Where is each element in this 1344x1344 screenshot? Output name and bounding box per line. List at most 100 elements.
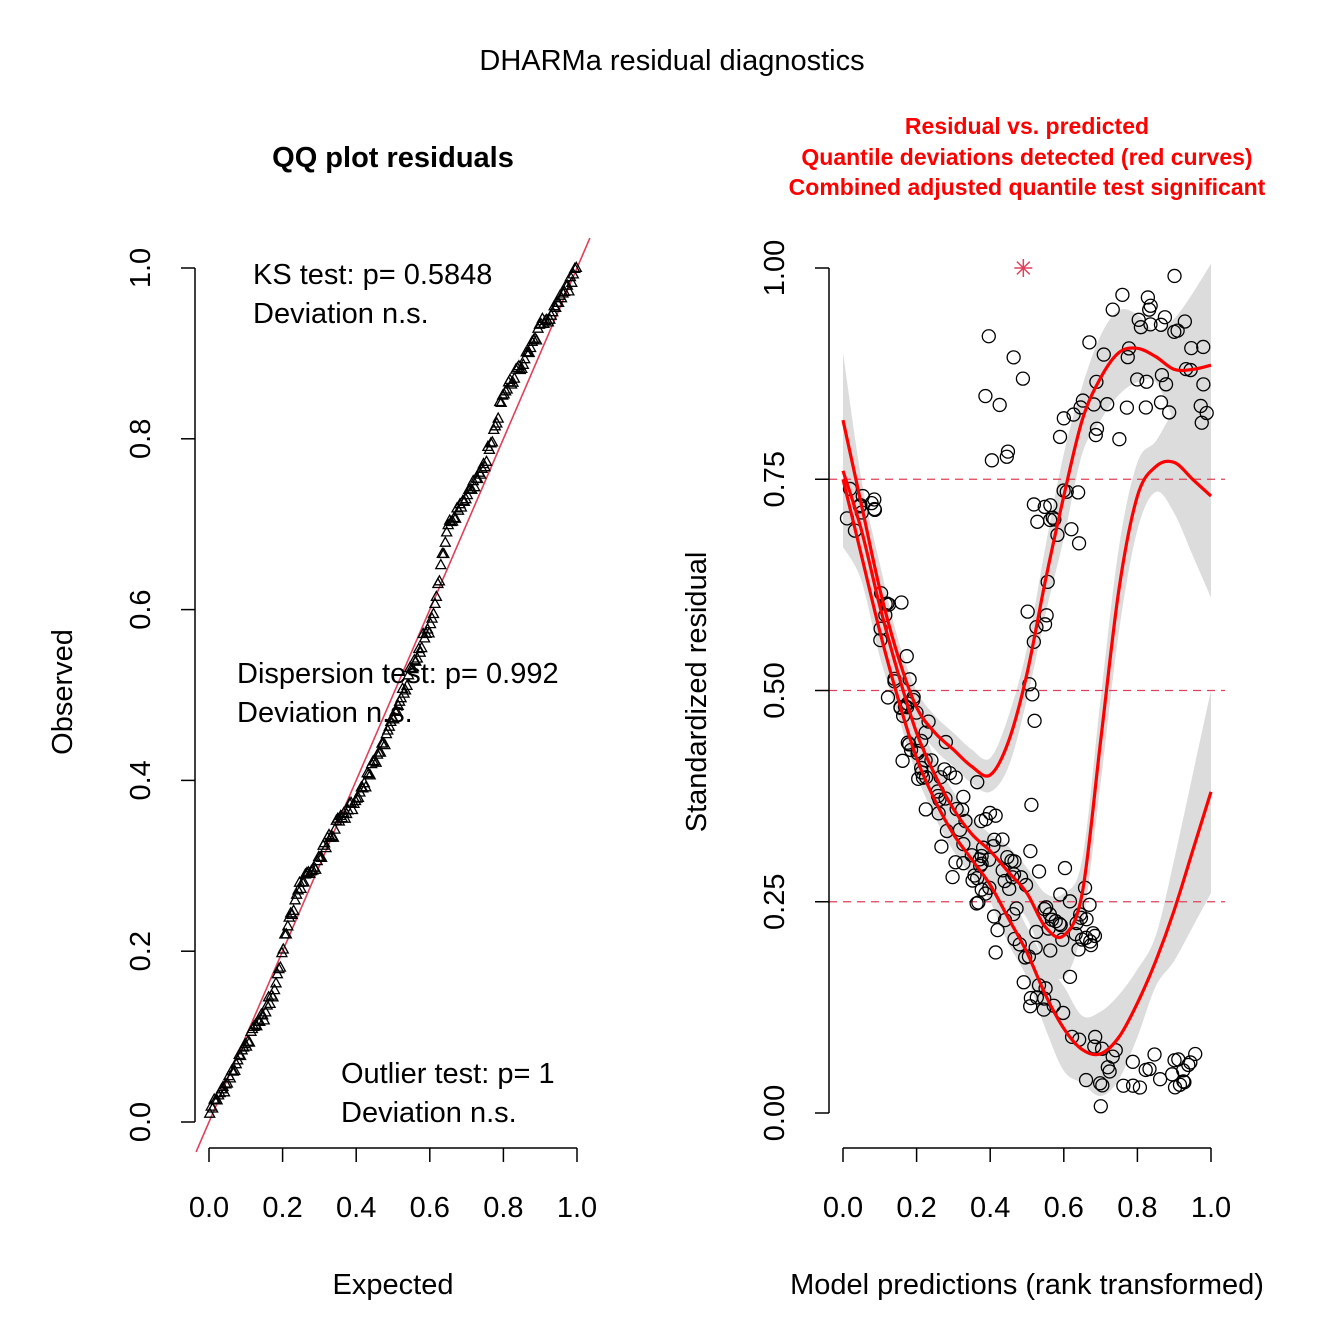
- residual-point: [1102, 1064, 1117, 1079]
- qq-point: [439, 535, 452, 547]
- residual-point: [1016, 975, 1031, 990]
- residual-point: [1038, 900, 1054, 915]
- qq-point: [253, 1015, 266, 1027]
- rp-x-tick-label: 0.2: [896, 1192, 936, 1224]
- residual-point: [1139, 374, 1154, 389]
- residual-point: [895, 753, 910, 768]
- residual-point: [1002, 881, 1017, 897]
- qq-point: [461, 488, 474, 500]
- residual-point: [1078, 1072, 1094, 1088]
- residual-point: [997, 873, 1012, 889]
- residual-point: [948, 855, 963, 870]
- qq-point: [452, 503, 465, 515]
- qq-point: [219, 1077, 233, 1089]
- residual-point: [1079, 912, 1094, 927]
- dispersion-test-line1: Dispersion test: p= 0.992: [237, 658, 559, 690]
- residual-point: [978, 388, 993, 404]
- residual-point: [1170, 323, 1185, 338]
- residual-point: [1047, 512, 1062, 527]
- qq-point: [318, 836, 331, 848]
- residual-point: [1029, 924, 1044, 940]
- residual-point: [1142, 1061, 1157, 1077]
- residual-point: [1112, 432, 1127, 447]
- qq-panel-title: QQ plot residuals: [272, 142, 514, 174]
- qq-x-tick-label: 0.0: [189, 1192, 229, 1224]
- residual-point: [1153, 395, 1169, 410]
- residual-point: [1125, 1078, 1141, 1093]
- residual-point: [1131, 312, 1146, 327]
- qq-point: [350, 791, 364, 803]
- qq-point: [269, 976, 283, 988]
- rp-y-tick-label: 0.50: [759, 662, 791, 718]
- qq-point: [364, 768, 377, 780]
- residual-point: [987, 832, 1002, 847]
- residual-point: [1167, 268, 1182, 284]
- outlier-test-line1: Outlier test: p= 1: [341, 1058, 555, 1090]
- residual-point: [1088, 427, 1103, 443]
- residual-point: [1029, 990, 1044, 1005]
- qq-point: [474, 467, 487, 479]
- qq-point: [486, 435, 499, 447]
- residual-point: [1056, 411, 1071, 426]
- residual-point: [1026, 497, 1042, 512]
- quantile-curve-0.25: [841, 478, 1213, 1057]
- qq-point: [362, 767, 375, 779]
- residual-point: [981, 329, 996, 344]
- qq-point: [291, 883, 305, 895]
- residual-point: [894, 595, 909, 610]
- residual-point: [974, 848, 989, 864]
- residual-point: [867, 492, 882, 507]
- qq-point: [378, 738, 392, 750]
- residual-point: [1158, 377, 1174, 392]
- residual-point: [1138, 400, 1153, 415]
- residual-point: [1147, 1047, 1162, 1062]
- residual-point: [1025, 687, 1040, 702]
- residual-point: [1177, 314, 1193, 329]
- confidence-band-0.5: [843, 394, 1211, 980]
- residual-points: [839, 259, 1214, 1114]
- residual-point: [1064, 522, 1079, 537]
- residual-point: [1031, 864, 1047, 879]
- residual-point: [1157, 310, 1173, 325]
- residual-point: [1027, 713, 1042, 728]
- qq-point: [241, 1034, 255, 1046]
- qq-point: [258, 1013, 271, 1025]
- residual-point: [1087, 928, 1103, 944]
- qq-point: [400, 679, 414, 691]
- qq-point: [514, 363, 527, 375]
- qq-point: [268, 983, 281, 995]
- residual-point: [970, 775, 985, 790]
- residual-point: [1133, 320, 1149, 335]
- residual-point: [1196, 377, 1211, 392]
- residual-point: [974, 882, 989, 897]
- rp-x-tick-label: 0.4: [970, 1192, 1010, 1224]
- residual-point: [1006, 350, 1021, 365]
- residual-point: [1082, 897, 1097, 912]
- residual-point: [1071, 942, 1086, 957]
- residual-point: [1153, 317, 1169, 332]
- residual-point: [1199, 405, 1214, 421]
- residual-point: [975, 840, 991, 855]
- residual-point: [918, 725, 933, 740]
- qq-point: [346, 803, 359, 815]
- residual-point: [1177, 1075, 1192, 1090]
- residual-vs-predicted-panel: Residual vs. predicted Quantile deviatio…: [681, 113, 1266, 1301]
- qq-point: [260, 998, 274, 1010]
- residual-point: [1043, 512, 1058, 528]
- rp-x-tick-label: 0.6: [1044, 1192, 1084, 1224]
- qq-y-tick-label: 1.0: [125, 248, 157, 288]
- outlier-test-line2: Deviation n.s.: [341, 1097, 517, 1129]
- qq-point: [224, 1071, 237, 1083]
- residual-point: [902, 672, 917, 687]
- residual-point: [1015, 371, 1031, 386]
- residual-point: [945, 869, 960, 885]
- rp-y-tick-label: 0.75: [759, 451, 791, 507]
- residual-point: [1000, 444, 1016, 459]
- rp-axes: 0.0 0.2 0.4 0.6 0.8 1.0 0.00 0.25 0.50 0.75 1.00: [759, 240, 1231, 1224]
- residual-point: [978, 812, 993, 827]
- qq-point: [259, 1005, 272, 1017]
- residual-point: [1021, 949, 1037, 964]
- residual-point: [969, 896, 984, 911]
- residual-point: [1105, 302, 1120, 317]
